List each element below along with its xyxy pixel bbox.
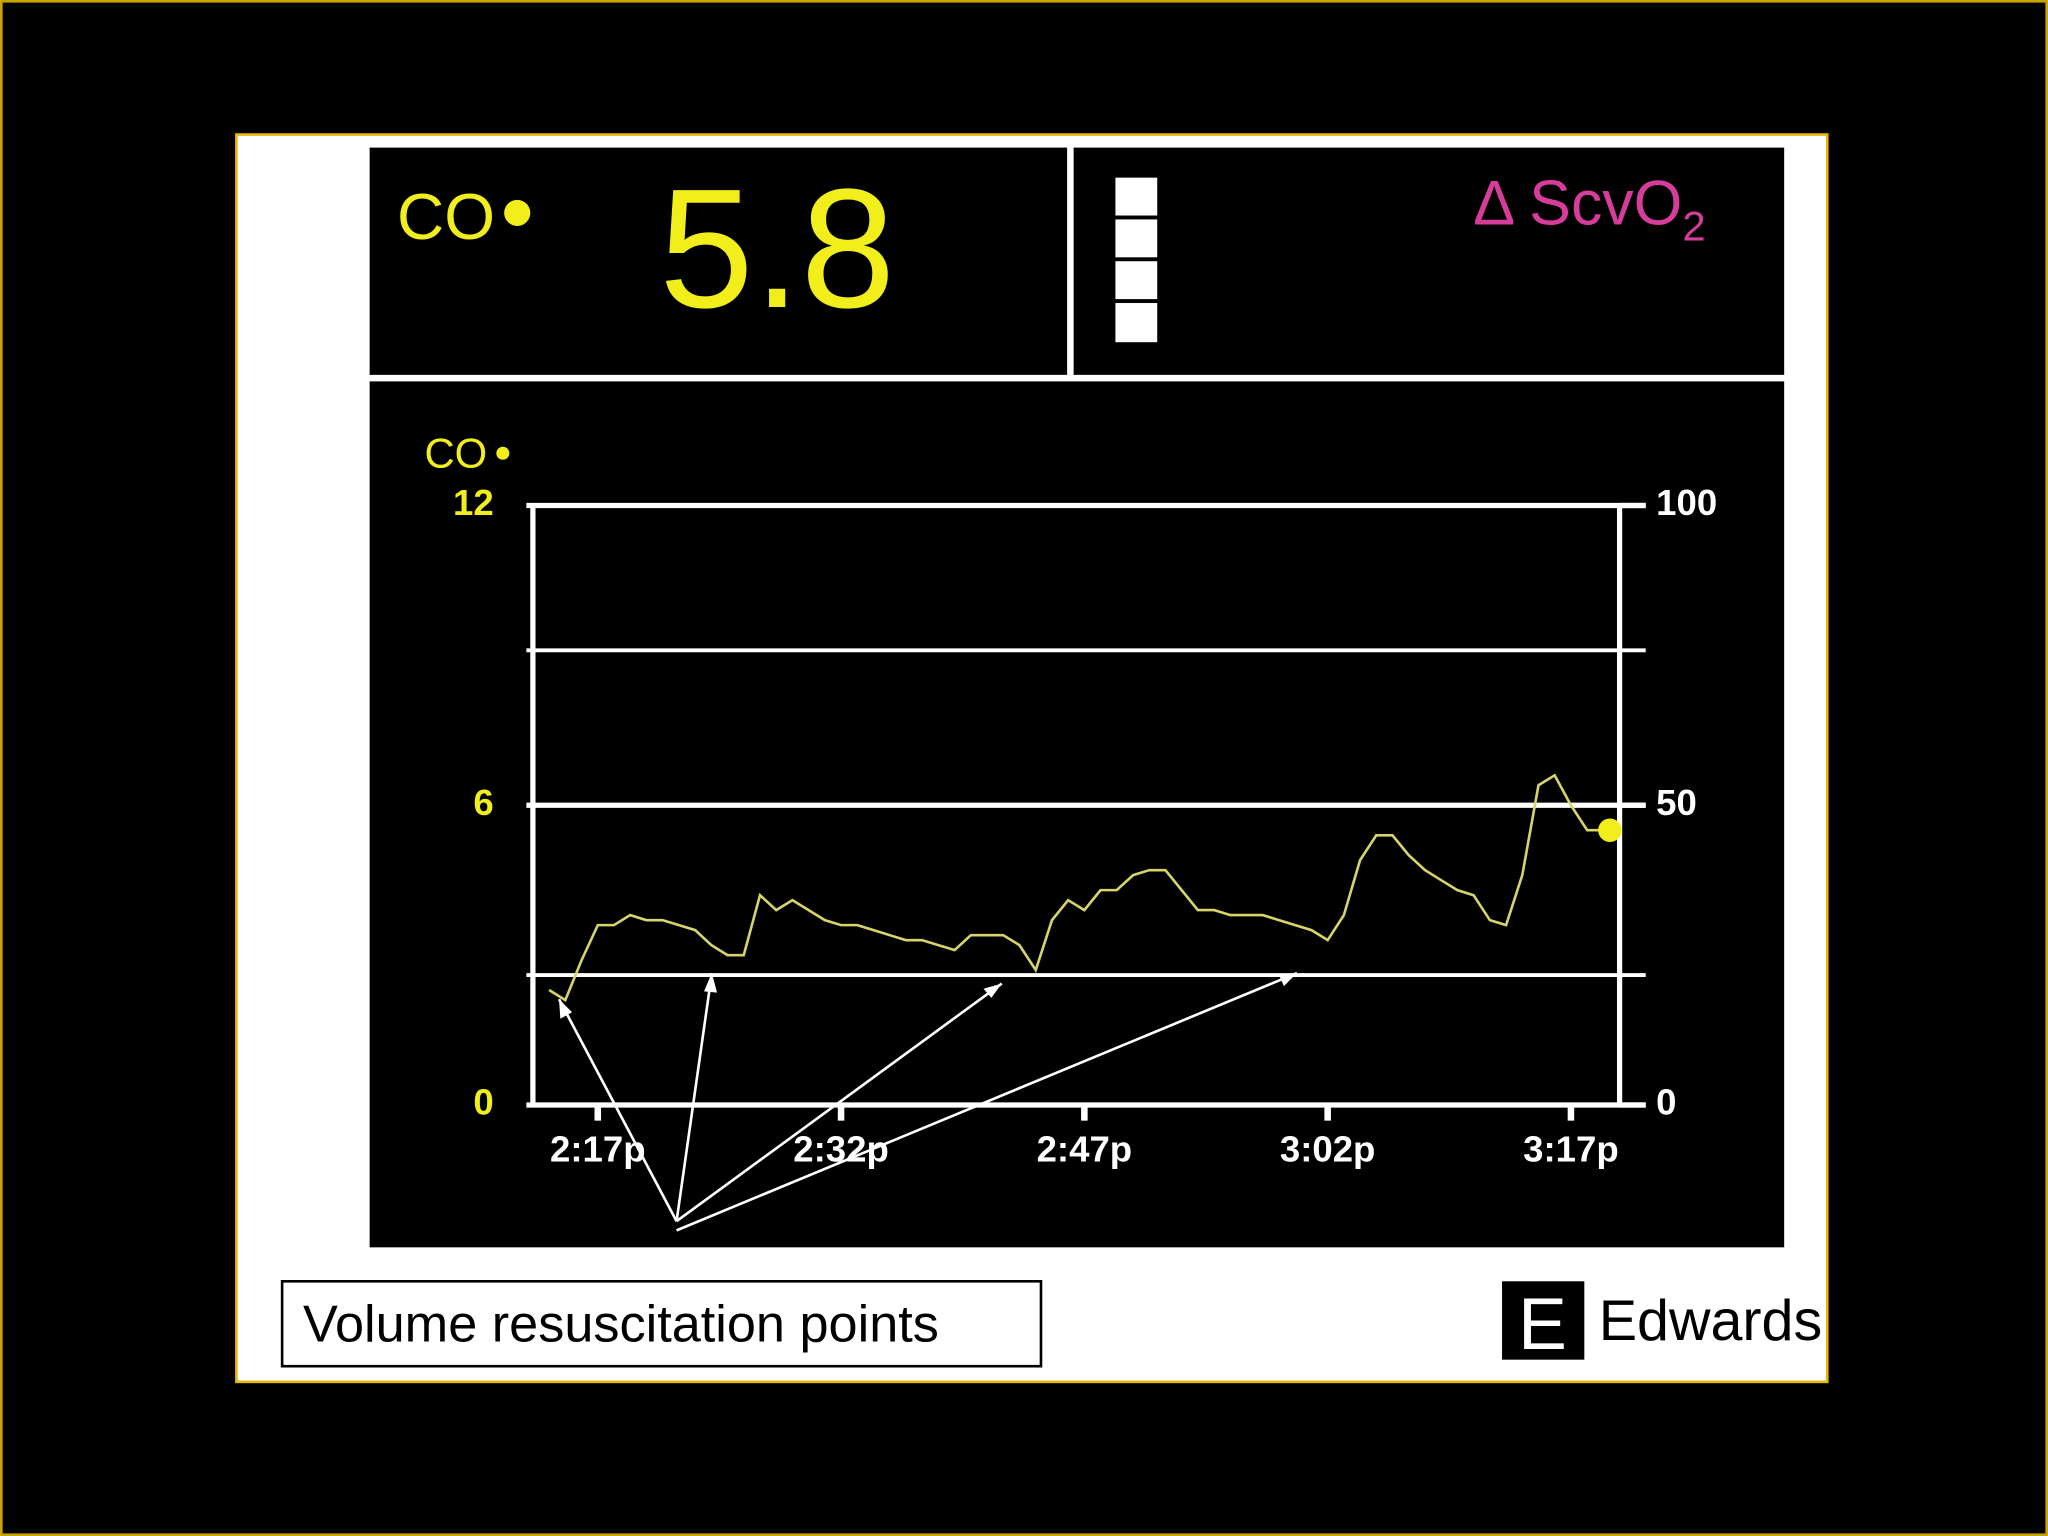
arrow-head: [1278, 973, 1297, 987]
bar-cell: [1115, 261, 1158, 300]
arrow: [676, 971, 1298, 1232]
co-panel: [369, 147, 1068, 375]
y-label-dot: [496, 446, 510, 460]
logo-clip: Edwards L: [1599, 1289, 1870, 1353]
y-axis-label: CO: [424, 430, 487, 477]
delta-text: Δ ScvO: [1473, 169, 1682, 239]
logo-box: [1502, 1281, 1585, 1360]
trend-line: [548, 773, 1604, 1003]
y-tick-label: 12: [453, 482, 494, 523]
y-tick-label: 0: [473, 1082, 493, 1123]
annotation: Volume resuscitation points: [303, 1295, 939, 1353]
y2-tick-label: 0: [1656, 1082, 1676, 1123]
arrow-head: [559, 999, 573, 1019]
x-tick-label: 3:02p: [1280, 1129, 1376, 1170]
annotation-arrows: [557, 971, 1298, 1232]
y2-tick-label: 50: [1656, 782, 1697, 823]
y2-tick-label: 100: [1656, 482, 1717, 523]
arrow: [675, 982, 1003, 1223]
co-dot: [504, 199, 531, 226]
co-label: CO: [397, 180, 495, 253]
scvo2-panel: [1073, 147, 1785, 375]
bar-cell: [1115, 303, 1158, 343]
x-tick-label: 2:47p: [1037, 1129, 1133, 1170]
logo-glyph: E: [1518, 1284, 1567, 1365]
current-marker: [1598, 818, 1622, 842]
bar-indicator: [1115, 177, 1158, 343]
delta-subscript: 2: [1682, 202, 1705, 249]
bar-cell: [1115, 177, 1158, 216]
delta-scvo2-label: Δ ScvO2: [1473, 169, 1705, 250]
arrow-head: [704, 973, 718, 993]
arrow: [675, 972, 714, 1222]
y-tick-label: 6: [473, 782, 493, 823]
logo-mark: E: [1502, 1281, 1585, 1365]
arrow-heads: [559, 973, 1297, 1019]
x-tick-label: 3:17p: [1523, 1129, 1619, 1170]
logo-text: Edwards L: [1599, 1289, 1870, 1353]
co-value: 5.8: [659, 153, 895, 343]
arrow: [557, 998, 678, 1222]
annotation-box: [280, 1279, 1043, 1368]
bar-cell: [1115, 219, 1158, 258]
x-tick-label: 2:17p: [550, 1129, 646, 1170]
arrow-head: [983, 983, 1002, 998]
